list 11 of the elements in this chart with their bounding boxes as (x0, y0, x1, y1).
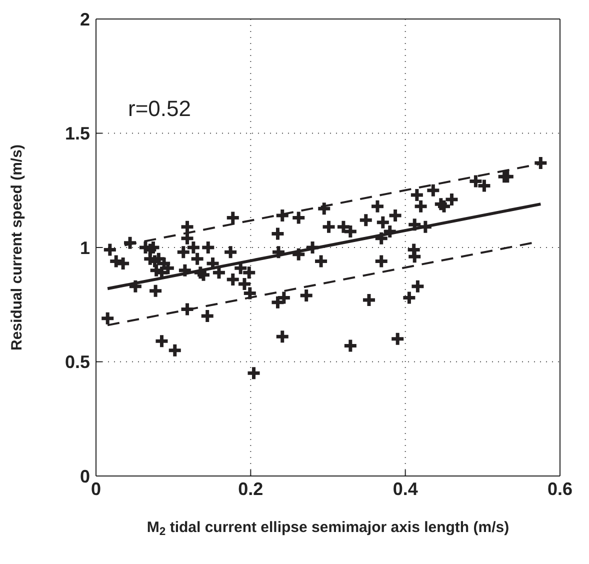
y-axis-title: Residual current speed (m/s) (8, 144, 26, 350)
x-tick-label: 0.2 (238, 478, 264, 499)
x-tick-label: 0.4 (392, 478, 418, 499)
x-axis-title: M$_{2}$ tidal current ellipse semimajor axis length (m/s) (146, 519, 510, 538)
x-tick-label: 0.6 (547, 478, 573, 499)
y-tick-label: 1 (80, 238, 90, 258)
y-tick-label: 1.5 (64, 124, 90, 144)
y-tick-label: 2 (80, 9, 90, 30)
annotation: r=0.52 (128, 96, 191, 122)
y-tick-label: 0 (80, 466, 90, 486)
y-tick-label: 0.5 (64, 352, 90, 372)
